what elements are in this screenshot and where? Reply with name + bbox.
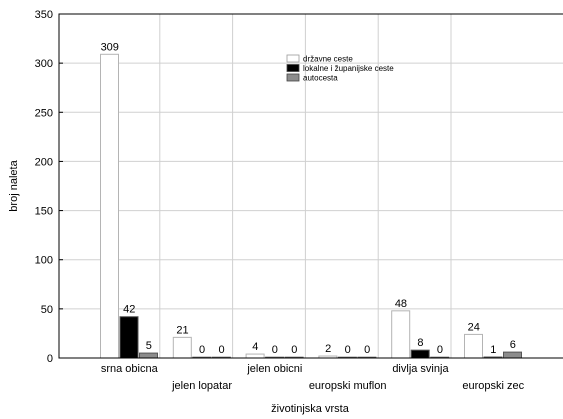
data-label: 0 <box>345 344 351 356</box>
x-axis-title: životinjska vrsta <box>271 403 350 415</box>
x-category-label: europski muflon <box>309 380 387 392</box>
x-category-label: divlja svinja <box>392 363 449 375</box>
legend-swatch <box>286 54 300 63</box>
y-tick-label: 100 <box>35 255 53 267</box>
x-category-label: europski zec <box>462 380 524 392</box>
legend-swatch <box>286 64 300 72</box>
y-tick-label: 150 <box>35 206 53 218</box>
legend-swatch <box>286 73 300 82</box>
bar <box>245 353 265 359</box>
y-axis-title: broj naleta <box>8 159 20 211</box>
data-label: 0 <box>218 344 224 356</box>
plot-area-frame <box>58 13 563 359</box>
y-tick-label: 300 <box>35 58 53 70</box>
data-label: 48 <box>395 298 407 310</box>
y-tick-label: 200 <box>35 156 53 168</box>
x-category-label: srna obicna <box>101 363 159 375</box>
data-label: 0 <box>199 344 205 356</box>
legend-label: državne ceste <box>303 55 353 64</box>
bar <box>119 316 139 359</box>
y-tick-label: 50 <box>41 304 53 316</box>
bars-layer <box>100 53 522 359</box>
data-label: 0 <box>291 344 297 356</box>
data-label: 309 <box>101 41 119 53</box>
data-label: 24 <box>468 321 480 333</box>
data-label: 8 <box>417 337 423 349</box>
bar <box>139 352 158 359</box>
y-tick-label: 0 <box>47 353 53 365</box>
data-label: 4 <box>252 341 258 353</box>
bar <box>410 349 430 359</box>
data-labels: 309 42 5 21 0 0 4 0 0 2 0 0 48 8 0 24 1 6 <box>101 41 516 356</box>
data-label: 0 <box>272 344 278 356</box>
legend-label: autocesta <box>303 74 338 83</box>
data-label: 1 <box>490 344 496 356</box>
legend-label: lokalne i županijske ceste <box>303 64 394 73</box>
bar <box>503 351 522 359</box>
bar <box>172 336 192 359</box>
data-label: 21 <box>176 324 188 336</box>
data-label: 0 <box>437 344 443 356</box>
x-category-label: jelen lopatar <box>171 380 232 392</box>
y-tick-label: 250 <box>35 107 53 119</box>
data-label: 6 <box>510 339 516 351</box>
y-axis-ticks: 0 50 100 150 200 250 300 350 <box>35 9 63 365</box>
data-label: 2 <box>325 343 331 355</box>
data-label: 5 <box>146 340 152 352</box>
bar <box>464 333 483 359</box>
x-axis-categories: srna obicna jelen lopatar jelen obicni euro… <box>101 363 525 392</box>
bar <box>100 53 119 359</box>
y-tick-label: 350 <box>35 9 53 21</box>
grid-layer <box>59 14 563 358</box>
data-label: 0 <box>364 344 370 356</box>
x-category-label: jelen obicni <box>246 363 302 375</box>
data-label: 42 <box>123 304 135 316</box>
bar <box>391 310 411 359</box>
